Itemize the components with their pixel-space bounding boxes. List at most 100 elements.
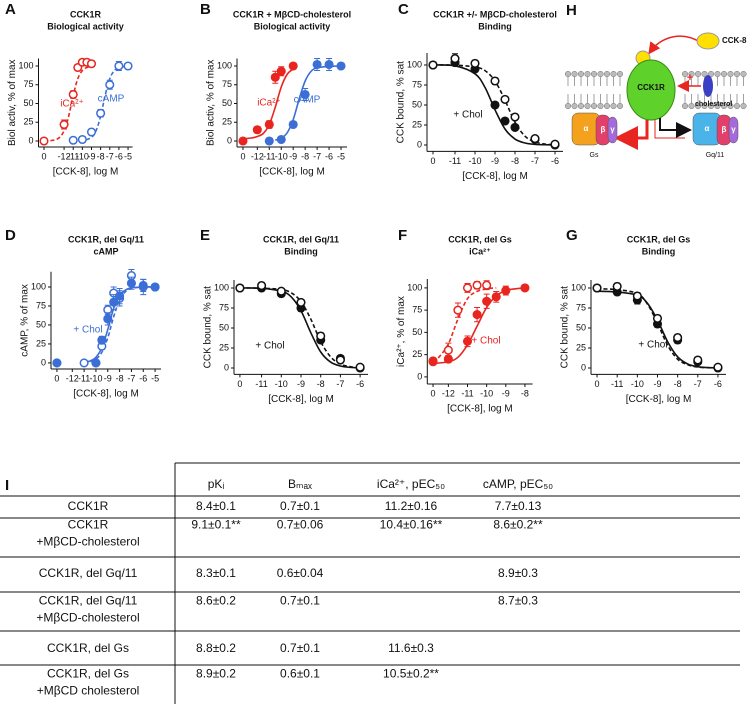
x-tick-label: -6 xyxy=(139,373,147,383)
cholesterol xyxy=(703,75,713,97)
table-cell: 8.4±0.1 xyxy=(196,499,236,513)
x-tick-label: -8 xyxy=(317,379,325,389)
fit-curve xyxy=(597,288,718,369)
x-tick-label: 0 xyxy=(54,373,59,383)
y-tick-label: 100 xyxy=(18,60,33,70)
panel-letter: G xyxy=(566,227,578,244)
y-tick-label: 100 xyxy=(571,282,586,292)
y-tick-label: 0 xyxy=(417,139,422,149)
table-cell: 10.4±0.16** xyxy=(380,518,443,532)
x-tick-label: 0 xyxy=(430,156,435,166)
x-tick-label: -9 xyxy=(502,388,510,398)
y-tick-label: 100 xyxy=(407,59,422,69)
table-cell: 11.6±0.3 xyxy=(388,641,434,655)
data-point xyxy=(500,94,510,104)
x-tick-label: -8 xyxy=(97,151,105,161)
lipid-head xyxy=(681,102,689,110)
table-cell: 8.9±0.3 xyxy=(498,566,538,580)
x-tick-label: -11 xyxy=(263,151,275,161)
x-tick-label: -9 xyxy=(289,151,297,161)
x-tick-label: -8 xyxy=(674,379,682,389)
lipid-head xyxy=(597,70,604,78)
y-tick-label: 75 xyxy=(23,79,33,89)
x-axis-label: [CCK-8], log M xyxy=(447,404,513,415)
data-point xyxy=(490,76,500,86)
data-point xyxy=(86,59,97,69)
x-tick-label: -11 xyxy=(67,151,79,161)
x-tick-label: -7 xyxy=(313,151,321,161)
y-tick-label: 25 xyxy=(576,342,586,352)
y-axis-label: Biol activ, % of max xyxy=(206,59,217,146)
lipid-head xyxy=(740,70,747,78)
row-label: CCK1R xyxy=(68,499,109,513)
column-header: pKᵢ xyxy=(208,477,225,491)
annotation: + Chol xyxy=(73,325,102,336)
data-point xyxy=(257,281,267,291)
chart-title: CCK1R xyxy=(70,9,102,19)
lipid-head xyxy=(733,70,741,78)
data-point xyxy=(443,354,453,364)
data-point xyxy=(252,125,262,135)
y-axis-label: Biol activ, % of max xyxy=(7,59,18,146)
chart-subtitle: cAMP xyxy=(93,246,118,256)
lipid-head xyxy=(577,102,585,110)
y-axis-label: iCa²⁺, % of max xyxy=(396,296,407,367)
data-point xyxy=(68,135,78,145)
lipid-head xyxy=(740,102,747,110)
receptor xyxy=(626,59,676,121)
g-subunit-label: γ xyxy=(610,125,615,134)
table-cell: 0.7±0.1 xyxy=(280,641,320,655)
chart-subtitle: Biological activity xyxy=(47,21,124,31)
data-point xyxy=(530,134,540,144)
column-header: Bₘₐₓ xyxy=(288,477,312,491)
data-point xyxy=(126,278,136,288)
row-label: CCK1R, del Gs xyxy=(47,667,129,681)
table-cell: 8.6±0.2** xyxy=(493,518,543,532)
chart-title: CCK1R, del Gs xyxy=(627,234,691,244)
data-point xyxy=(96,108,106,118)
lipid-head xyxy=(564,102,572,110)
ligand-label: CCK-8 xyxy=(722,36,747,45)
data-point xyxy=(482,296,492,306)
chart-title: CCK1R, del Gs xyxy=(448,234,512,244)
annotation: + Chol xyxy=(453,110,482,121)
data-point xyxy=(288,61,298,71)
x-axis-label: [CCK-8], log M xyxy=(462,171,528,182)
data-point xyxy=(97,335,107,345)
y-axis-label: CCK bound, % sat xyxy=(396,61,407,143)
chart-subtitle: Binding xyxy=(642,246,676,256)
y-tick-label: 100 xyxy=(31,281,46,291)
receptor-label: CCK1R xyxy=(637,83,665,92)
data-point xyxy=(264,136,274,146)
lipid-head xyxy=(688,102,695,110)
table-cell: 7.7±0.13 xyxy=(495,499,542,513)
y-tick-label: 0 xyxy=(224,362,229,372)
data-point xyxy=(550,139,560,149)
data-point xyxy=(296,297,306,307)
column-header: cAMP, pEC₅₀ xyxy=(483,477,553,491)
y-tick-label: 75 xyxy=(576,302,586,312)
lipid-head xyxy=(616,70,624,78)
data-point xyxy=(510,122,520,132)
x-tick-label: -6 xyxy=(551,156,559,166)
table-cell: 9.1±0.1** xyxy=(191,518,241,532)
y-tick-label: 25 xyxy=(219,342,229,352)
x-tick-label: 0 xyxy=(431,388,436,398)
lipid-head xyxy=(584,102,591,110)
data-point xyxy=(276,66,286,76)
data-point xyxy=(235,283,245,293)
y-axis-label: cAMP, % of max xyxy=(20,284,31,357)
column-header: iCa²⁺, pEC₅₀ xyxy=(377,477,445,491)
g-protein-label: Gq/11 xyxy=(706,152,725,159)
x-tick-label: -10 xyxy=(480,388,493,398)
lipid-head xyxy=(733,102,741,110)
lipid-head xyxy=(610,102,617,110)
fit-curve xyxy=(432,287,526,365)
chart-subtitle: iCa²⁺ xyxy=(469,246,491,256)
table-cell: 8.6±0.2 xyxy=(196,594,236,608)
g-subunit xyxy=(728,116,739,144)
y-axis-label: CCK bound, % sat xyxy=(203,286,214,368)
fit-curve xyxy=(432,64,556,146)
